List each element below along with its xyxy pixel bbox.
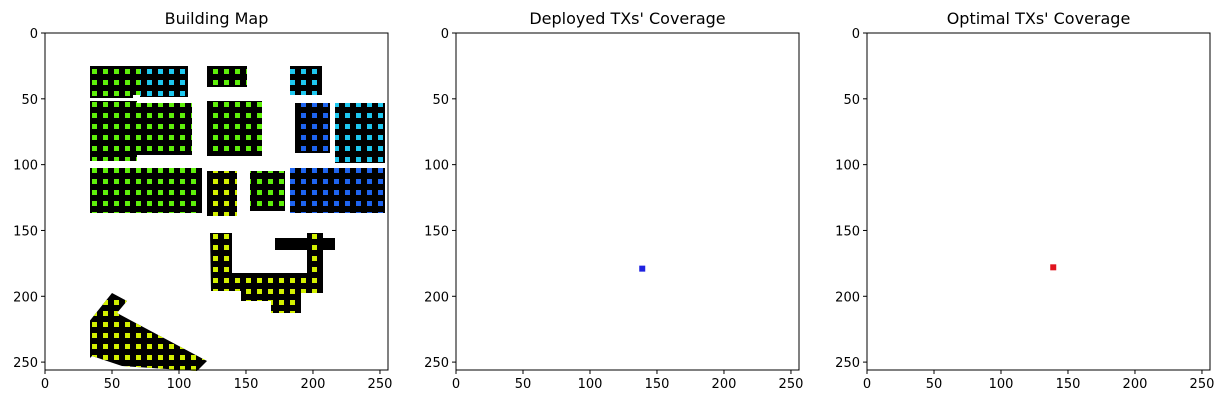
x-tick-label: 150: [645, 377, 670, 392]
x-tick-label: 50: [104, 377, 121, 392]
y-tick-label: 0: [30, 27, 38, 42]
x-tick-label: 50: [515, 377, 532, 392]
y-tick-label: 250: [835, 356, 860, 371]
tx-marker: [1050, 264, 1057, 271]
building-map-image: [90, 66, 385, 371]
x-tick-label: 150: [1056, 377, 1081, 392]
chart-title-3: Optimal TXs' Coverage: [947, 9, 1131, 28]
y-tick-label: 100: [13, 159, 38, 174]
y-tick-label: 250: [13, 356, 38, 371]
y-tick-label: 250: [424, 356, 449, 371]
y-tick-label: 150: [13, 224, 38, 239]
x-tick-label: 0: [452, 377, 460, 392]
x-tick-label: 0: [863, 377, 871, 392]
x-tick-label: 250: [1190, 377, 1215, 392]
x-tick-label: 100: [578, 377, 603, 392]
x-tick-label: 200: [1123, 377, 1148, 392]
x-tick-label: 150: [234, 377, 259, 392]
x-tick-label: 100: [167, 377, 192, 392]
y-tick-label: 200: [13, 290, 38, 305]
y-tick-label: 200: [424, 290, 449, 305]
chart-title-2: Deployed TXs' Coverage: [529, 9, 725, 28]
x-tick-label: 100: [989, 377, 1014, 392]
chart-title-1: Building Map: [165, 9, 269, 28]
y-tick-label: 100: [835, 159, 860, 174]
y-tick-label: 50: [843, 93, 860, 108]
x-tick-label: 250: [779, 377, 804, 392]
tx-marker: [639, 265, 646, 272]
x-tick-label: 50: [926, 377, 943, 392]
y-tick-label: 50: [432, 93, 449, 108]
panel-optimal-coverage: Optimal TXs' Coverage 0 50 100 150 200 250050…: [835, 9, 1214, 392]
y-tick-label: 50: [21, 93, 38, 108]
x-tick-label: 200: [712, 377, 737, 392]
y-tick-label: 150: [424, 224, 449, 239]
coverage-image-deployed: [456, 33, 799, 375]
x-tick-label: 200: [301, 377, 326, 392]
y-tick-label: 0: [852, 27, 860, 42]
x-tick-label: 250: [368, 377, 393, 392]
x-tick-label: 0: [41, 377, 49, 392]
y-tick-label: 100: [424, 159, 449, 174]
coverage-image-optimal: [867, 33, 1210, 375]
panel-deployed-coverage: Deployed TXs' Coverage 0 50 100 150 200 25005…: [424, 9, 803, 392]
panel-building-map: Building Map 0 50 100 150 200 250050100150200…: [13, 9, 392, 392]
y-tick-label: 200: [835, 290, 860, 305]
y-tick-label: 150: [835, 224, 860, 239]
y-tick-label: 0: [441, 27, 449, 42]
